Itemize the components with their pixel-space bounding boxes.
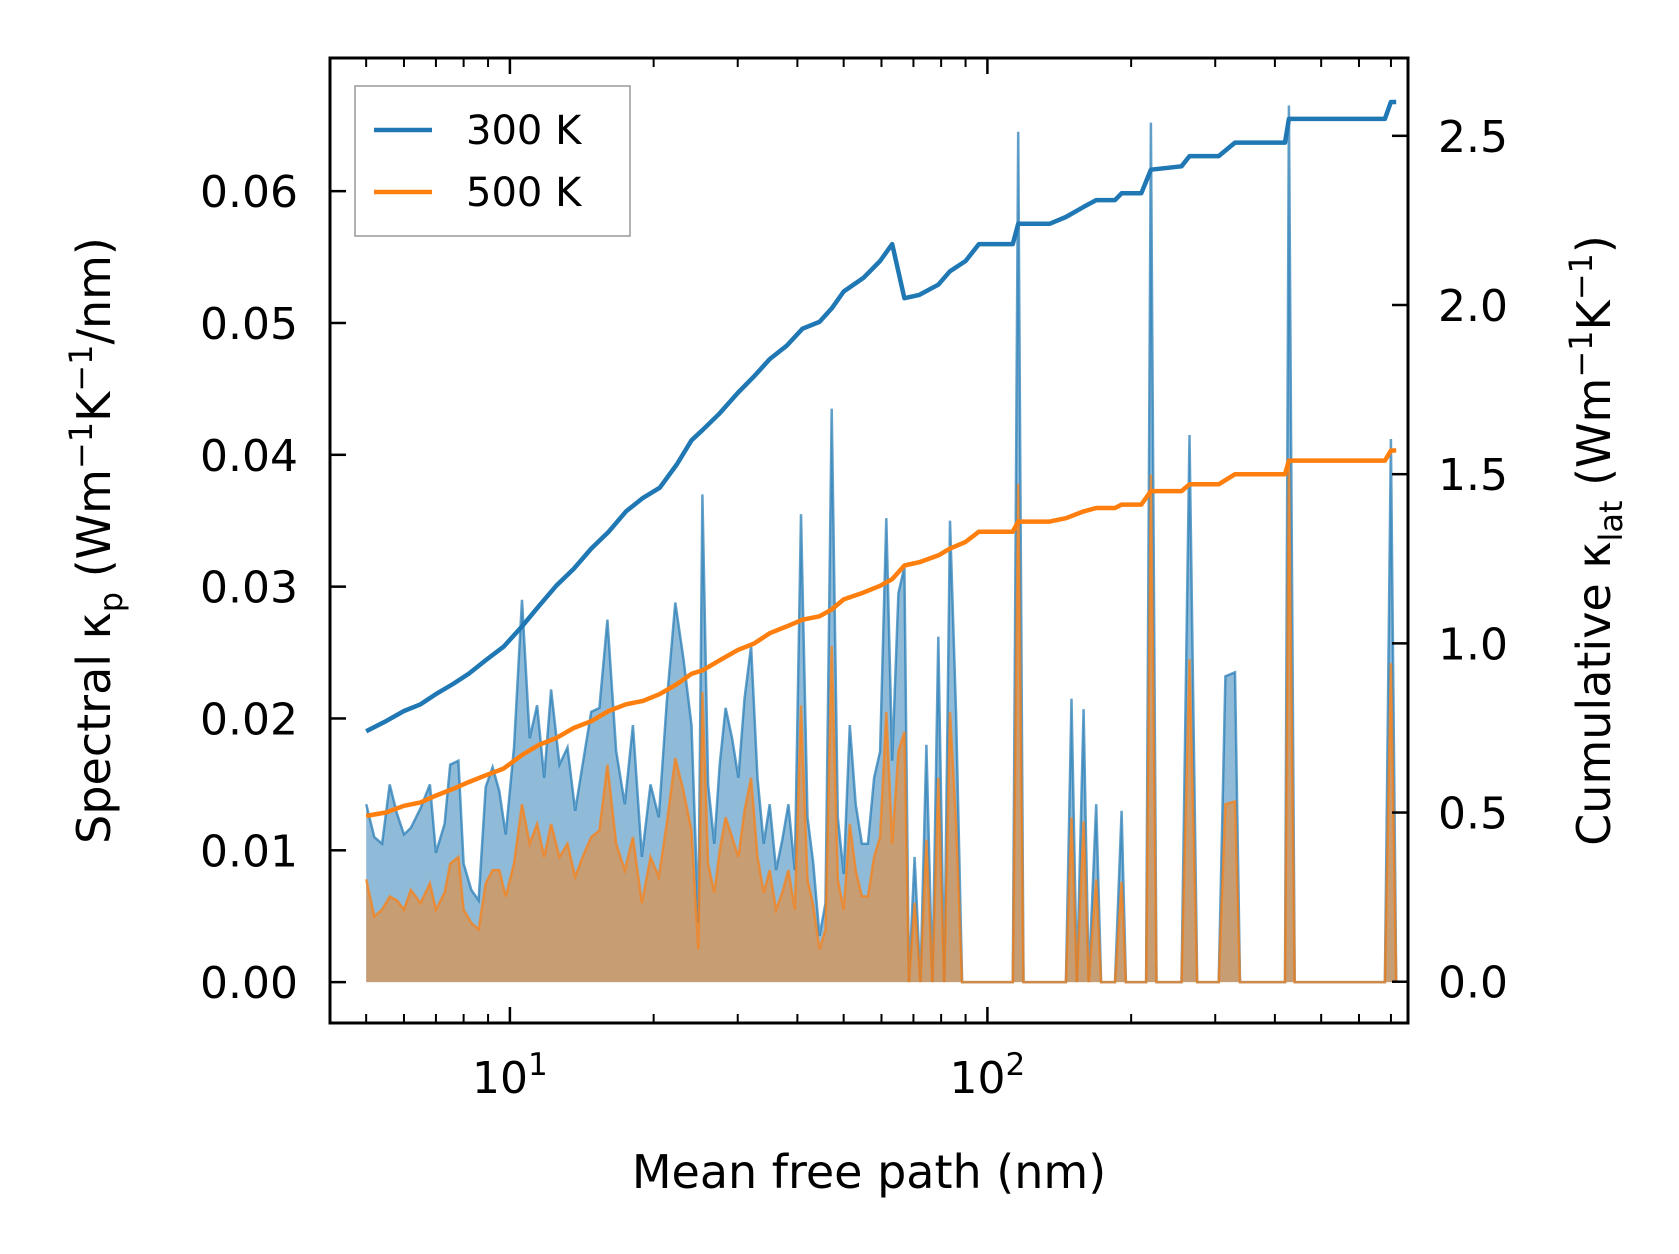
right-tick-label-4: 2.0 xyxy=(1438,281,1508,332)
right-tick-label-3: 1.5 xyxy=(1438,450,1508,501)
left-tick-label-5: 0.05 xyxy=(200,299,298,350)
right-tick-label-1: 0.5 xyxy=(1438,789,1508,840)
x-axis-label: Mean free path (nm) xyxy=(632,1145,1106,1199)
right-tick-label-5: 2.5 xyxy=(1438,112,1508,163)
x-tick-label-1: 102 xyxy=(950,1047,1026,1104)
left-tick-label-0: 0.00 xyxy=(200,958,298,1009)
right-tick-label-2: 1.0 xyxy=(1438,619,1508,670)
axes-layer: 101 102 0.00 0.01 0.02 0.03 0.04 0.05 0.06 0.0 0.5… xyxy=(62,56,1630,1199)
legend: 300 K 500 K xyxy=(354,85,631,237)
right-axis-label: Cumulative κlat (Wm−1K−1) xyxy=(1562,235,1630,846)
cumulative-line-0 xyxy=(365,99,1397,734)
spectral-layer xyxy=(364,105,1398,984)
left-tick-label-1: 0.01 xyxy=(200,826,298,877)
legend-label-0: 300 K xyxy=(466,108,583,154)
left-tick-label-3: 0.03 xyxy=(200,563,298,614)
cumulative-layer xyxy=(365,99,1397,819)
cumulative-line-1 xyxy=(365,448,1397,819)
left-tick-label-4: 0.04 xyxy=(200,431,298,482)
right-tick-label-0: 0.0 xyxy=(1438,958,1508,1009)
legend-box xyxy=(354,85,631,237)
left-axis-label: Spectral κp (Wm−1K−1/nm) xyxy=(62,237,130,844)
spectral-line-1 xyxy=(364,465,1398,984)
axes-frame xyxy=(328,56,1410,1025)
x-tick-label-0: 101 xyxy=(472,1047,548,1104)
legend-label-1: 500 K xyxy=(466,170,583,216)
left-tick-label-6: 0.06 xyxy=(200,167,298,218)
left-tick-label-2: 0.02 xyxy=(200,694,298,745)
